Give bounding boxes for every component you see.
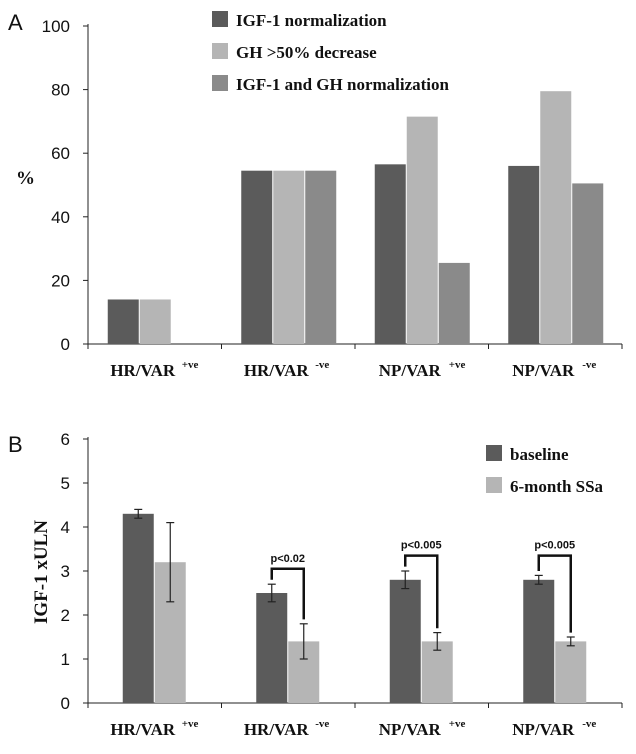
bar-igf-1-normalization xyxy=(508,165,540,344)
x-category-label: HR/VAR +ve xyxy=(110,718,198,739)
bar-6-month-ssa xyxy=(421,641,453,703)
x-category-superscript: -ve xyxy=(582,718,596,730)
x-category-superscript: +ve xyxy=(449,718,466,730)
x-category-superscript: +ve xyxy=(449,359,466,371)
x-category-base: NP/VAR xyxy=(512,720,575,739)
bar-igf-1-normalization xyxy=(107,299,139,344)
bar-baseline xyxy=(122,513,154,703)
panel-label-a: A xyxy=(8,10,23,35)
bar-igf-1-normalization xyxy=(241,170,273,344)
bar-gh-50-decrease xyxy=(139,299,171,344)
bar-gh-50-decrease xyxy=(273,170,305,344)
x-category-base: HR/VAR xyxy=(110,720,176,739)
bar-igf-1-and-gh-normalization xyxy=(572,183,604,344)
y-tick-label: 1 xyxy=(61,650,70,669)
bar-baseline xyxy=(523,579,555,703)
y-tick-label: 2 xyxy=(61,606,70,625)
bar-baseline xyxy=(389,579,421,703)
bar-baseline xyxy=(256,593,288,703)
legend-label: GH >50% decrease xyxy=(236,43,377,62)
bar-igf-1-and-gh-normalization xyxy=(305,170,337,344)
x-category-label: HR/VAR +ve xyxy=(110,359,198,380)
y-tick-label: 40 xyxy=(51,208,70,227)
legend-swatch xyxy=(212,75,228,91)
bar-igf-1-and-gh-normalization xyxy=(438,262,470,344)
p-value-label: p<0.005 xyxy=(534,540,575,552)
legend-label: IGF-1 and GH normalization xyxy=(236,75,450,94)
bar-igf-1-normalization xyxy=(374,164,406,344)
y-tick-label: 0 xyxy=(61,335,70,354)
p-value-label: p<0.02 xyxy=(270,553,305,565)
x-category-superscript: -ve xyxy=(582,359,596,371)
x-category-label: HR/VAR -ve xyxy=(244,359,330,380)
x-category-superscript: -ve xyxy=(315,718,329,730)
legend-swatch xyxy=(212,11,228,27)
x-category-base: NP/VAR xyxy=(512,361,575,380)
y-tick-label: 100 xyxy=(42,17,70,36)
y-tick-label: 6 xyxy=(61,430,70,449)
x-category-base: NP/VAR xyxy=(379,361,442,380)
y-axis-label: IGF-1 xULN xyxy=(31,520,52,624)
y-tick-label: 5 xyxy=(61,474,70,493)
x-category-label: NP/VAR +ve xyxy=(379,718,466,739)
y-tick-label: 3 xyxy=(61,562,70,581)
y-tick-label: 80 xyxy=(51,81,70,100)
x-category-label: NP/VAR -ve xyxy=(512,718,596,739)
significance-bracket xyxy=(537,554,572,633)
legend-swatch xyxy=(212,43,228,59)
panel-label-b: B xyxy=(8,432,23,457)
significance-bracket xyxy=(270,567,305,620)
x-category-superscript: +ve xyxy=(182,359,199,371)
y-tick-label: 20 xyxy=(51,271,70,290)
bar-6-month-ssa xyxy=(555,641,587,703)
legend-label: 6-month SSa xyxy=(510,477,604,496)
x-category-base: NP/VAR xyxy=(379,720,442,739)
legend-swatch xyxy=(486,477,502,493)
y-tick-label: 0 xyxy=(61,694,70,713)
x-category-label: NP/VAR -ve xyxy=(512,359,596,380)
legend-label: IGF-1 normalization xyxy=(236,11,387,30)
x-category-superscript: -ve xyxy=(315,359,329,371)
x-category-label: HR/VAR -ve xyxy=(244,718,330,739)
y-axis-label: % xyxy=(16,168,35,189)
legend-label: baseline xyxy=(510,445,569,464)
x-category-base: HR/VAR xyxy=(244,361,310,380)
legend-swatch xyxy=(486,445,502,461)
y-tick-label: 60 xyxy=(51,144,70,163)
x-category-label: NP/VAR +ve xyxy=(379,359,466,380)
significance-bracket xyxy=(404,554,439,629)
y-tick-label: 4 xyxy=(61,518,70,537)
x-category-superscript: +ve xyxy=(182,718,199,730)
bar-gh-50-decrease xyxy=(406,116,438,344)
bar-gh-50-decrease xyxy=(540,91,572,344)
x-category-base: HR/VAR xyxy=(244,720,310,739)
x-category-base: HR/VAR xyxy=(110,361,176,380)
p-value-label: p<0.005 xyxy=(401,540,442,552)
